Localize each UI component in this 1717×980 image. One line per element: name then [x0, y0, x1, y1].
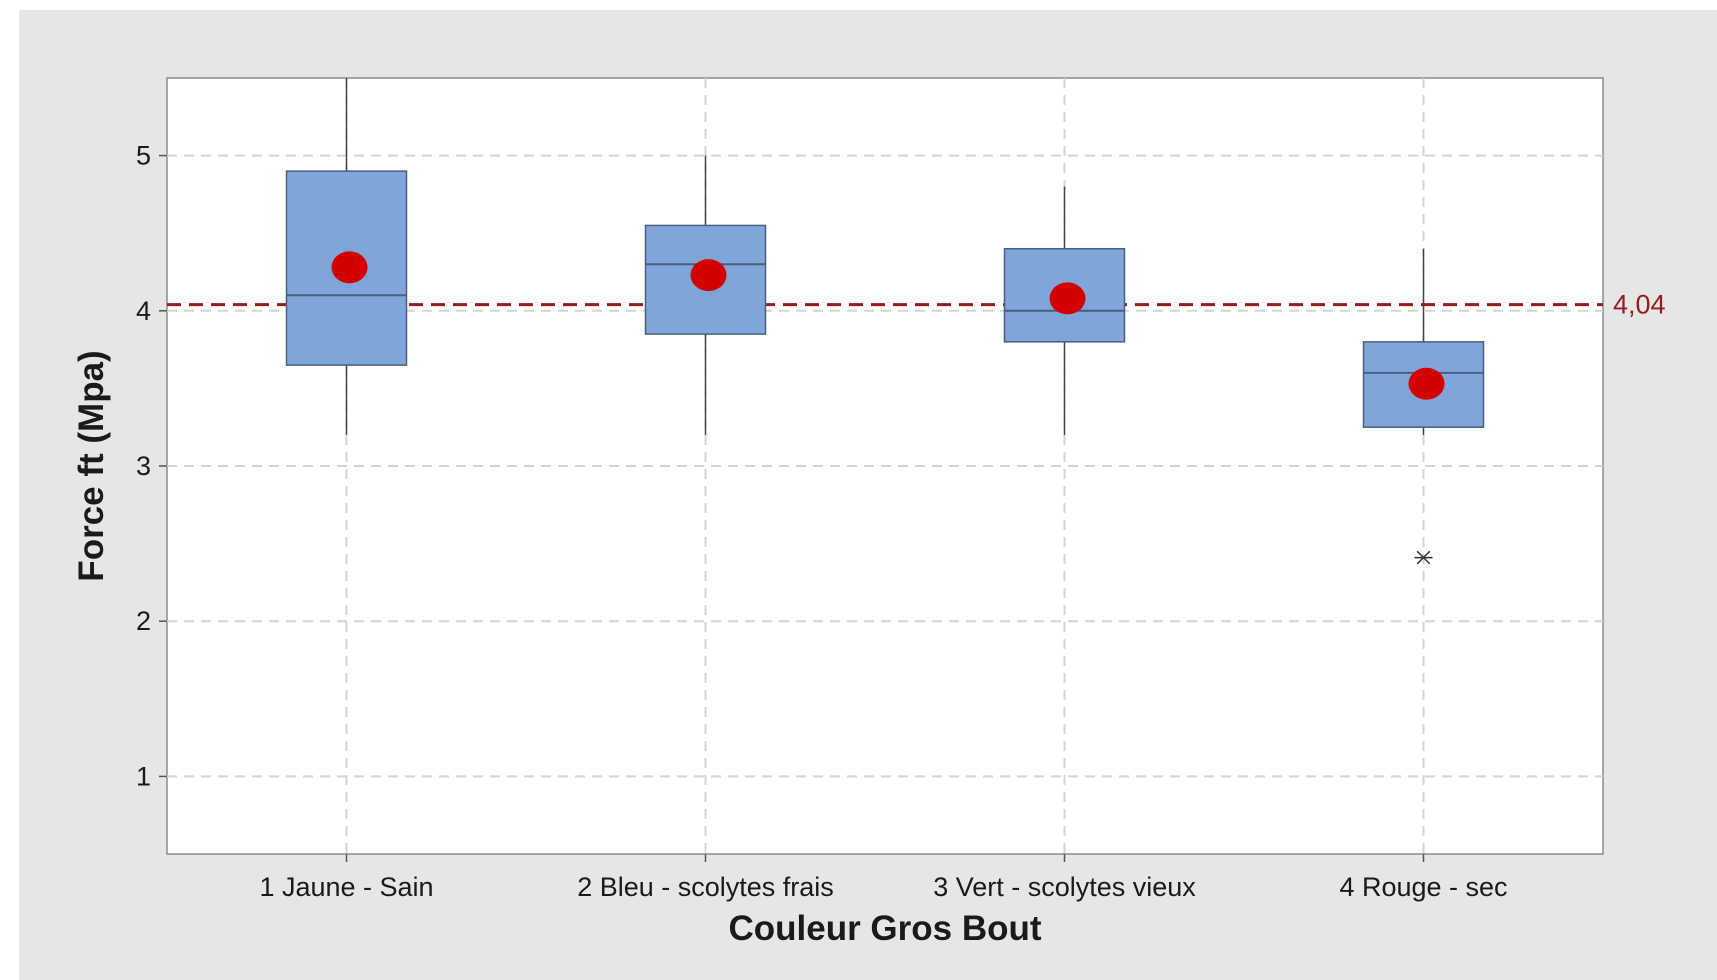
x-axis-title: Couleur Gros Bout	[728, 909, 1041, 948]
box-group	[285, 78, 408, 435]
x-tick-label: 3 Vert - scolytes vieux	[933, 872, 1196, 902]
y-tick-label: 3	[136, 451, 151, 481]
x-tick-label: 2 Bleu - scolytes frais	[577, 872, 834, 902]
x-axis: 1 Jaune - Sain 2 Bleu - scolytes frais 3 V…	[259, 854, 1508, 902]
y-tick-label: 5	[136, 141, 151, 171]
y-tick-label: 1	[136, 761, 151, 791]
mean-marker	[690, 259, 727, 292]
y-axis-title: Force ft (Mpa)	[72, 350, 111, 581]
mean-marker	[331, 251, 368, 284]
y-tick-label: 2	[136, 606, 151, 636]
mean-marker	[1408, 367, 1445, 400]
y-tick-label: 4	[136, 296, 151, 326]
reference-line-label: 4,04	[1613, 290, 1666, 320]
box-group	[1362, 248, 1485, 565]
chart-frame: 4,04 1 2 3 4 5 1 Jaune - Sain 2 Bleu - scolyt…	[19, 10, 1717, 980]
reference-line-group: 4,04	[167, 290, 1666, 320]
outlier-stroke	[1416, 550, 1431, 565]
mean-marker	[1049, 282, 1086, 315]
grid-lines	[167, 78, 1603, 854]
box-group	[644, 155, 767, 435]
box-group	[1003, 186, 1126, 435]
box-plot-chart: 4,04 1 2 3 4 5 1 Jaune - Sain 2 Bleu - scolyt…	[72, 77, 1666, 948]
y-axis: 1 2 3 4 5	[136, 141, 167, 791]
x-tick-label: 4 Rouge - sec	[1339, 872, 1507, 902]
outlier-marker	[1414, 550, 1433, 565]
x-tick-label: 1 Jaune - Sain	[259, 872, 433, 902]
box-series	[285, 78, 1485, 565]
